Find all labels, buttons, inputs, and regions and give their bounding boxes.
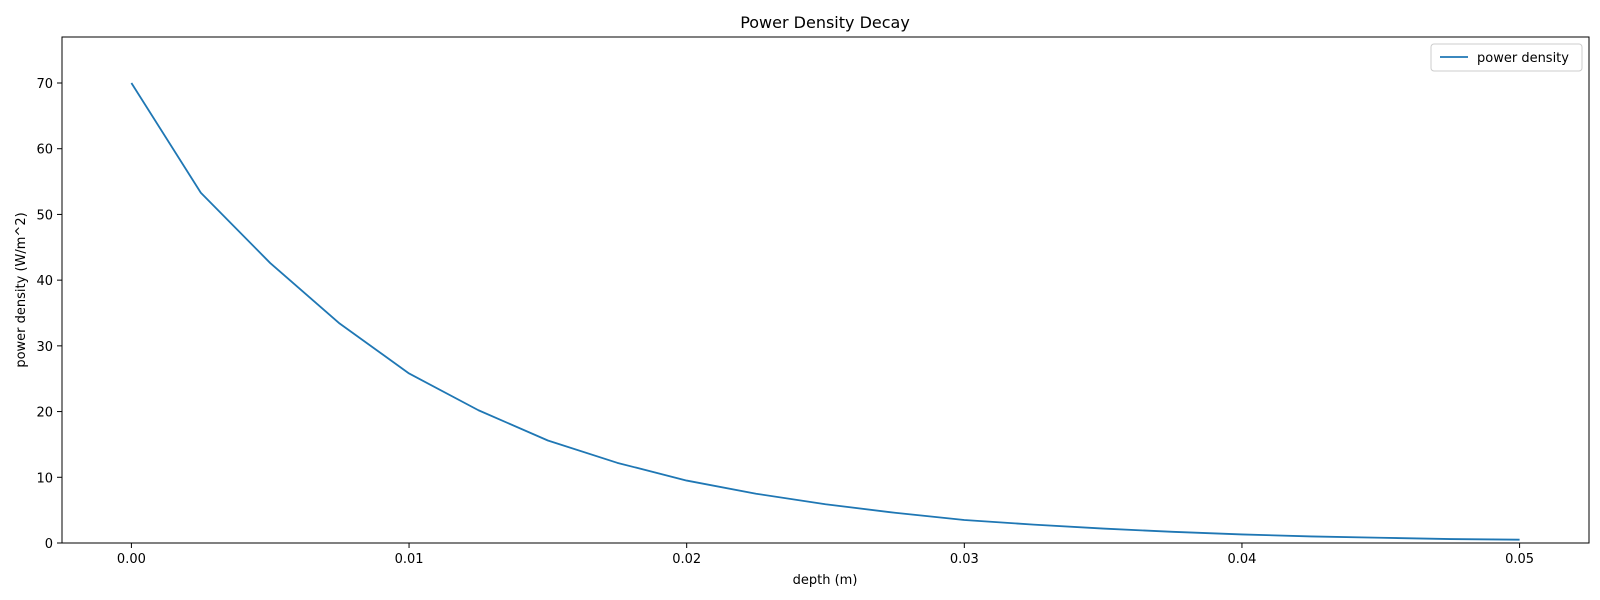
legend-label-power-density: power density [1477, 51, 1569, 66]
chart-title: Power Density Decay [740, 13, 910, 32]
y-tick-label: 70 [36, 77, 53, 92]
x-tick-label: 0.05 [1505, 552, 1534, 567]
y-axis: 0 10 20 30 40 50 60 70 [36, 77, 62, 552]
x-tick-label: 0.02 [672, 552, 701, 567]
y-tick-label: 30 [36, 340, 53, 355]
plot-area [62, 37, 1589, 543]
plot-frame [61, 36, 1590, 544]
x-tick-label: 0.00 [117, 552, 146, 567]
legend-box [1430, 43, 1583, 72]
series-line-power-density [130, 82, 1520, 541]
series-layer [130, 82, 1520, 541]
y-tick-label: 0 [45, 537, 53, 552]
x-tick-label: 0.03 [950, 552, 979, 567]
y-tick-label: 10 [36, 471, 53, 486]
x-tick-label: 0.01 [395, 552, 424, 567]
y-tick-label: 40 [36, 274, 53, 289]
x-axis-label: depth (m) [793, 573, 858, 588]
y-tick-label: 60 [36, 143, 53, 158]
y-axis-label: power density (W/m^2) [14, 212, 29, 367]
y-tick-label: 50 [36, 208, 53, 223]
x-tick-label: 0.04 [1227, 552, 1256, 567]
y-tick-label: 20 [36, 406, 53, 421]
legend: power density [1430, 43, 1583, 72]
x-axis: 0.00 0.01 0.02 0.03 0.04 0.05 [117, 543, 1534, 567]
